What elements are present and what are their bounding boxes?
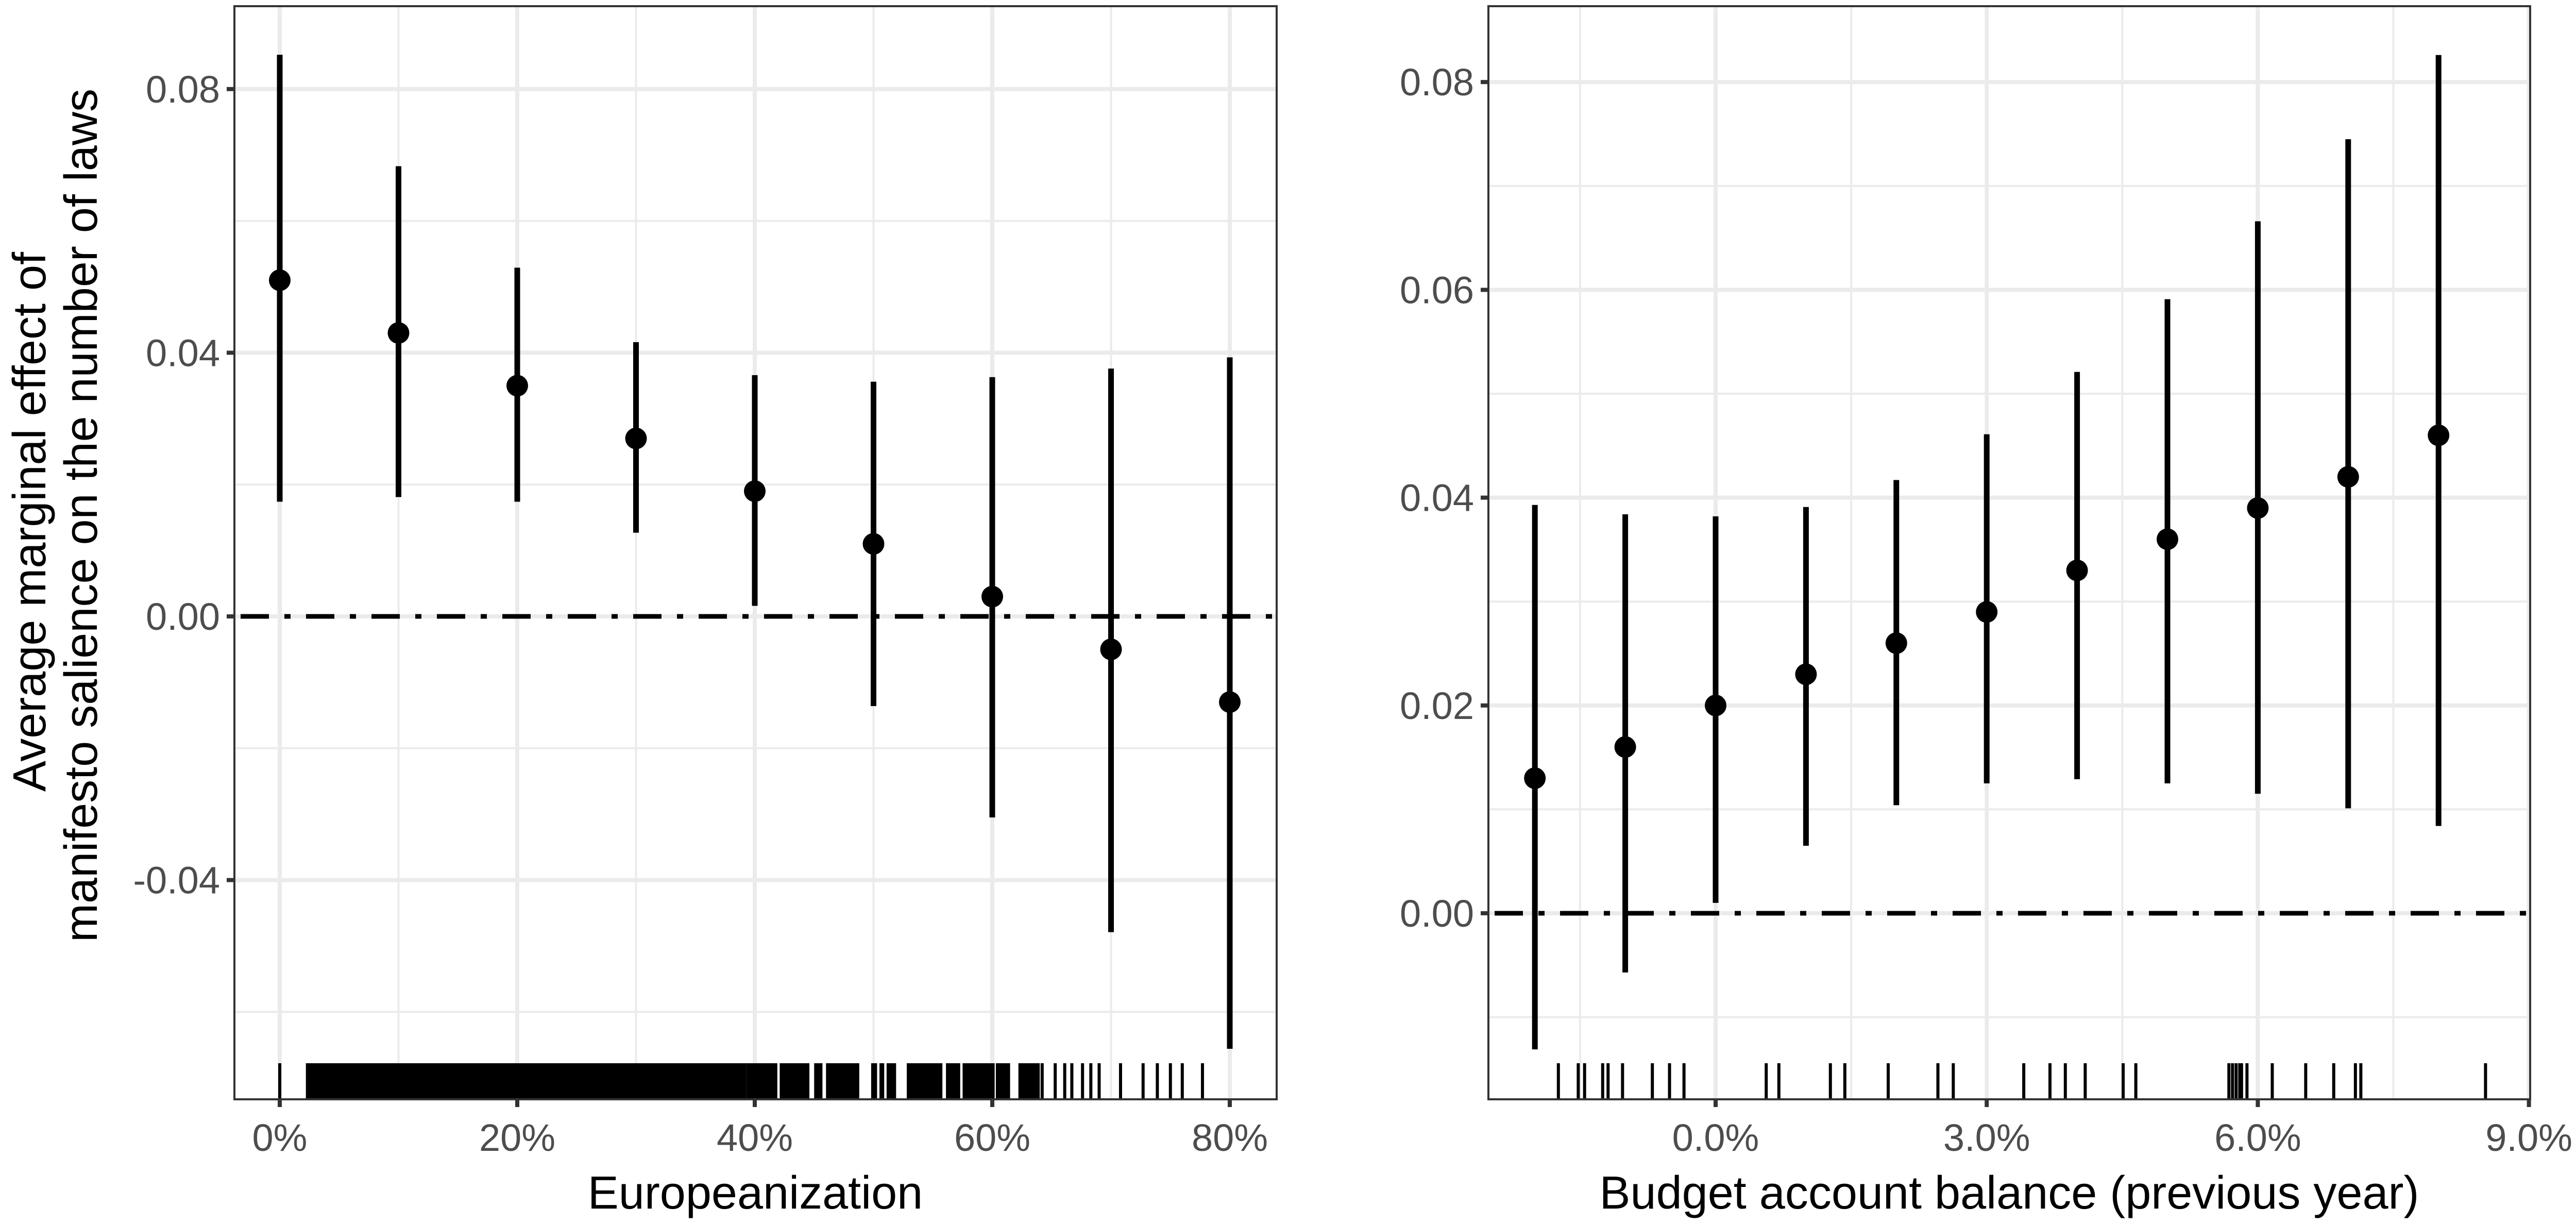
y-tick-label: 0.00 (146, 595, 220, 638)
rug-dense-block (779, 1063, 810, 1099)
y-axis-title-line-2: manifesto salience on the number of laws (56, 89, 107, 942)
panel-frame (1487, 5, 2531, 1100)
estimate-point (625, 427, 647, 449)
rug-plot (1556, 1063, 2487, 1099)
x-axis: 0% 20% 40% 60% 80% (252, 1099, 1268, 1159)
x-tick-label: 0% (252, 1116, 308, 1159)
estimate-point (1976, 601, 1998, 623)
estimate-point (744, 480, 766, 502)
estimate-point (506, 375, 528, 397)
y-tick-label: 0.04 (146, 331, 220, 374)
estimate-point (1885, 632, 1907, 654)
rug-dense-block (946, 1063, 960, 1099)
y-tick-label: 0.08 (146, 68, 220, 111)
rug-dense-block (879, 1063, 885, 1099)
x-tick-label: 0.0% (1672, 1116, 1759, 1159)
panel-budget-balance: 0.00 0.02 0.04 0.06 0.08 0.0% 3.0% 6.0% 9.0% Bu… (1400, 5, 2572, 1219)
estimate-point (862, 533, 885, 555)
estimate-point (1524, 767, 1546, 789)
y-tick-label: 0.00 (1400, 892, 1474, 935)
rug-dense-block (814, 1063, 823, 1099)
x-axis: 0.0% 3.0% 6.0% 9.0% (1672, 1099, 2572, 1159)
estimate-point (2337, 466, 2359, 488)
x-tick-label: 40% (717, 1116, 793, 1159)
y-axis: 0.00 0.02 0.04 0.06 0.08 (1400, 61, 1488, 935)
x-tick-label: 80% (1192, 1116, 1268, 1159)
estimate-point (1614, 736, 1636, 758)
x-tick-label: 6.0% (2214, 1116, 2301, 1159)
estimate-point (2066, 559, 2088, 581)
x-tick-label: 60% (954, 1116, 1030, 1159)
x-axis-title: Europeanization (588, 1167, 923, 1219)
panel-border (1487, 5, 2531, 1100)
estimate-point (387, 322, 410, 344)
estimate-point (2157, 528, 2178, 550)
y-axis-title-line-1: Average marginal effect of (4, 252, 56, 792)
rug-dense-block (826, 1063, 859, 1099)
x-tick-label: 20% (479, 1116, 555, 1159)
panel-europeanization: -0.04 0.00 0.04 0.08 0% 20% 40% 60% 80% Europea… (4, 5, 1278, 1219)
estimate-point (269, 269, 291, 291)
x-tick-label: 3.0% (1943, 1116, 2030, 1159)
estimate-point (1219, 691, 1241, 713)
y-tick-label: 0.02 (1400, 684, 1474, 727)
y-tick-label: 0.08 (1400, 61, 1474, 104)
rug-dense-block (995, 1063, 1010, 1099)
x-tick-label: 9.0% (2485, 1116, 2572, 1159)
rug-dense-block (871, 1063, 877, 1099)
x-axis-title: Budget account balance (previous year) (1600, 1167, 2419, 1219)
marginal-effect-points (1524, 424, 2450, 789)
marginal-effect-points (269, 269, 1241, 713)
rug-dense-block (962, 1063, 995, 1099)
rug-dense-block (1018, 1063, 1040, 1099)
estimate-point (1705, 694, 1726, 716)
estimate-point (2247, 497, 2269, 519)
y-axis: -0.04 0.00 0.04 0.08 (133, 68, 234, 902)
y-tick-label: 0.04 (1400, 477, 1474, 520)
rug-dense-block (306, 1063, 747, 1099)
estimate-point (2428, 424, 2450, 446)
estimate-point (1795, 663, 1817, 685)
y-tick-label: -0.04 (133, 859, 220, 902)
rug-dense-block (907, 1063, 943, 1099)
rug-dense-block (746, 1063, 777, 1099)
rug-plot (278, 1063, 1204, 1099)
y-axis-title: Average marginal effect of manifesto sal… (4, 89, 107, 942)
estimate-point (1100, 638, 1122, 660)
estimate-point (981, 585, 1003, 608)
y-tick-label: 0.06 (1400, 269, 1474, 311)
rug-dense-block (886, 1063, 896, 1099)
